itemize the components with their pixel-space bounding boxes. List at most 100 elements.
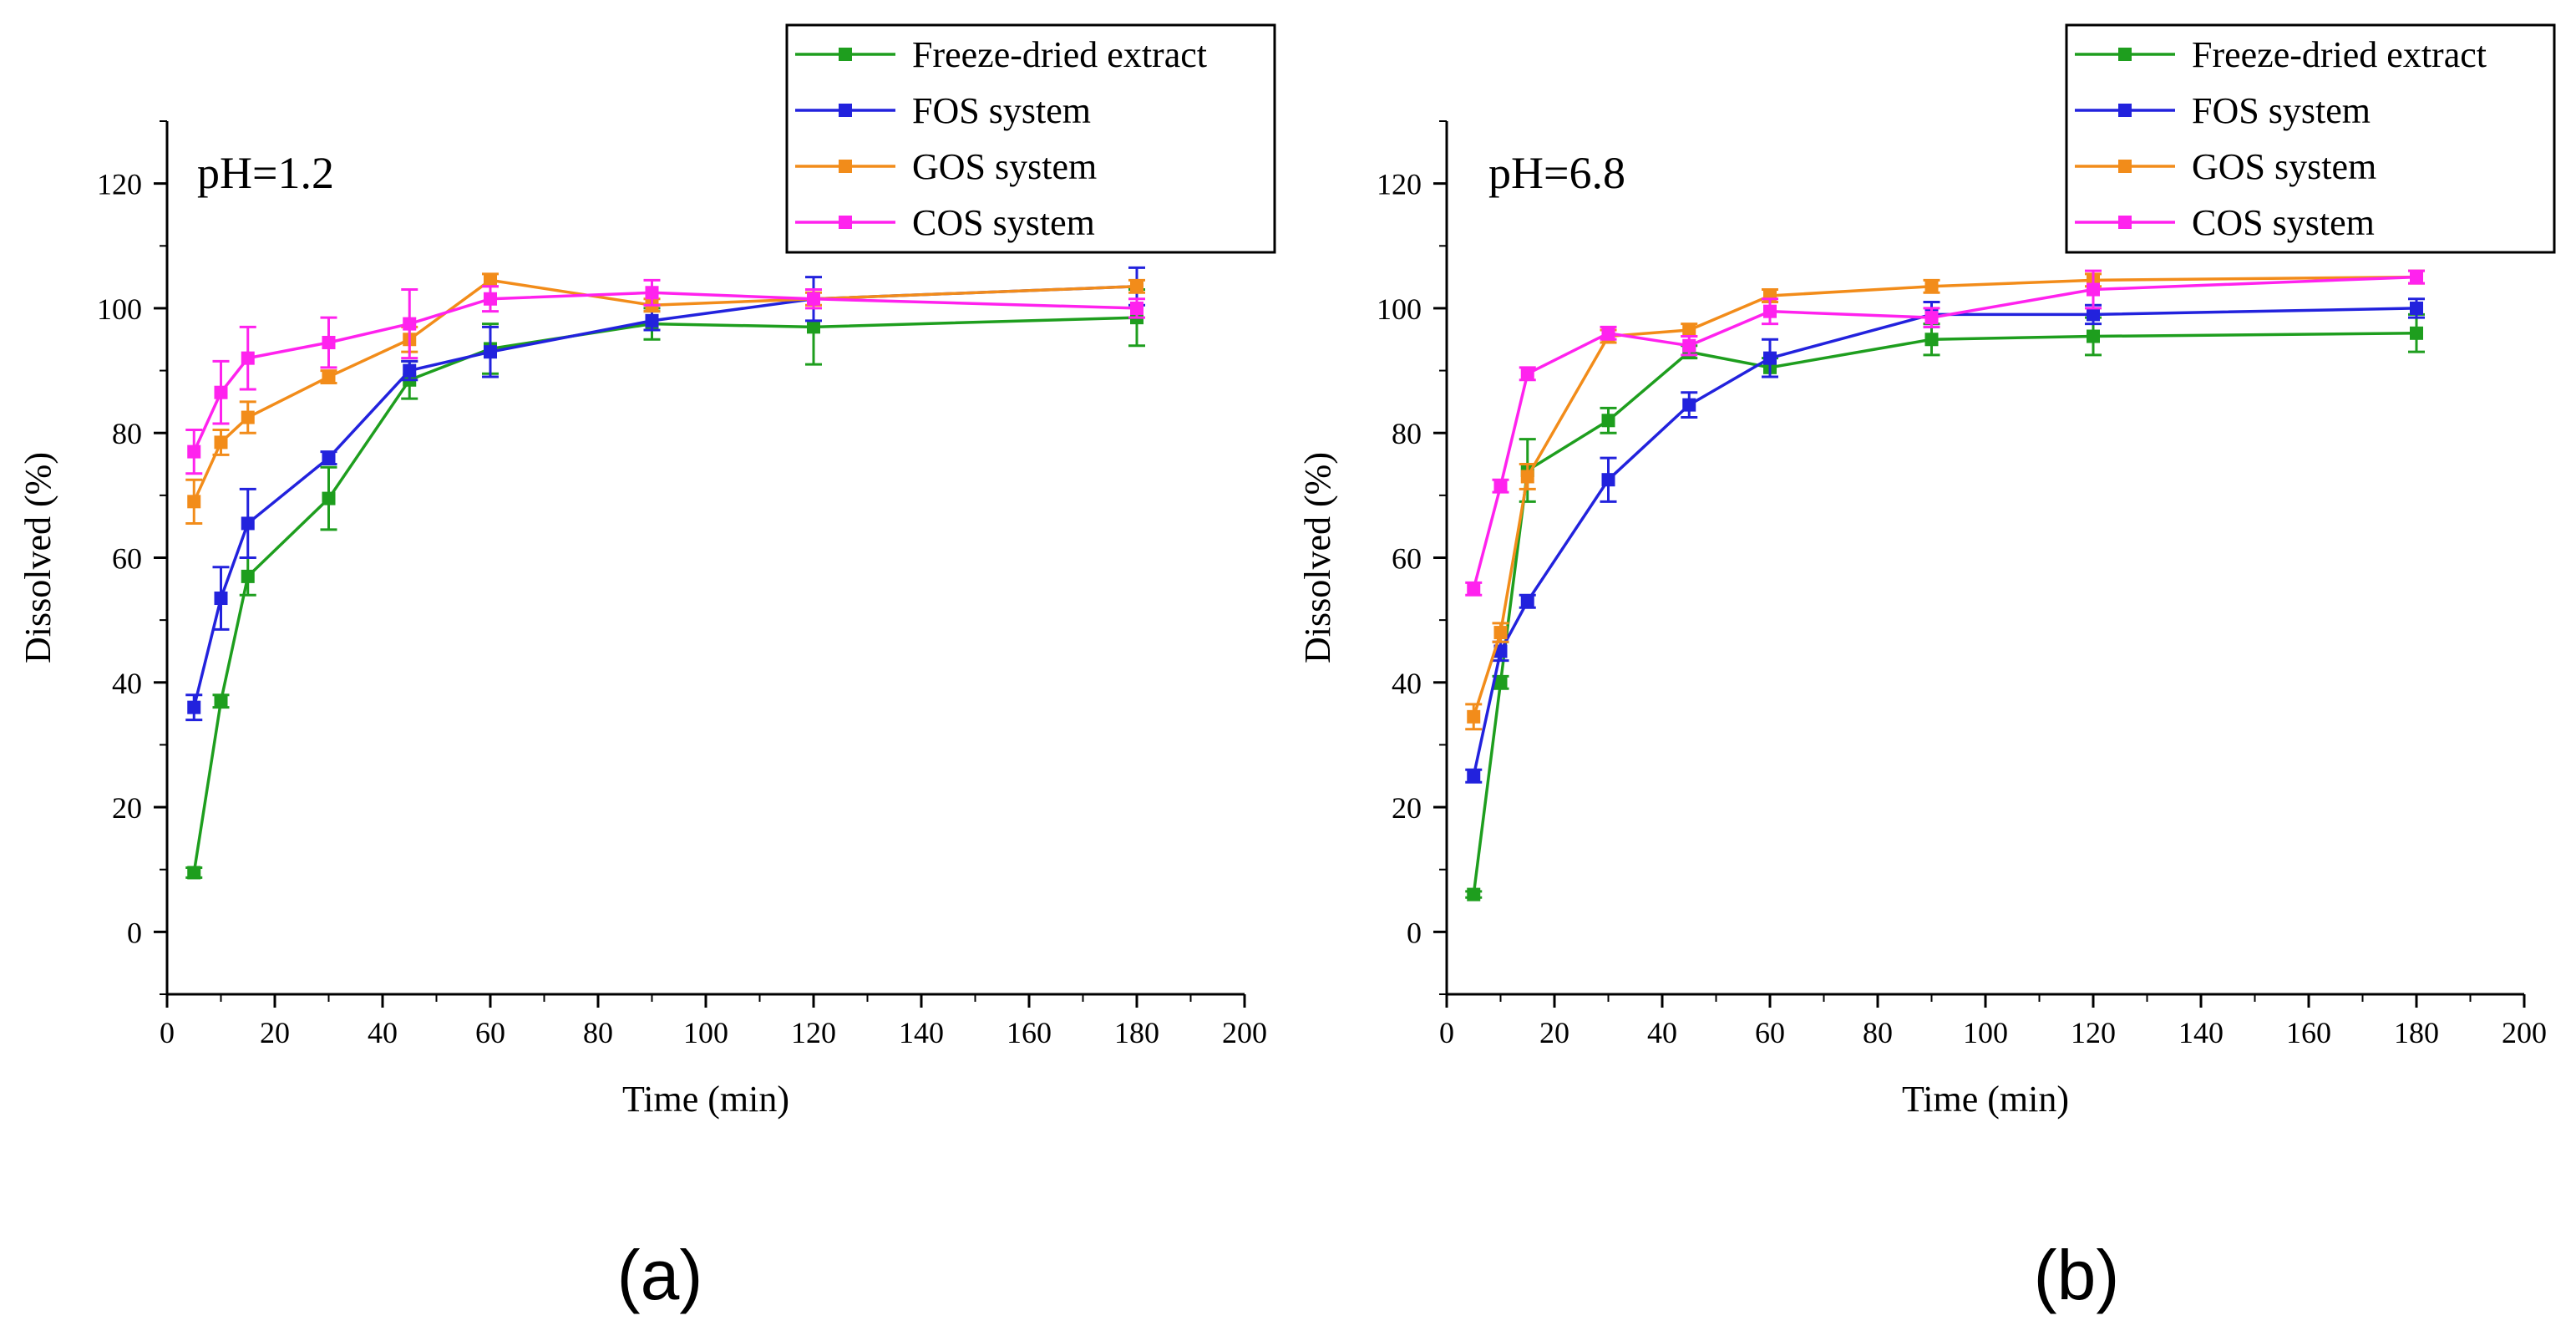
y-tick-label: 20 <box>112 791 142 825</box>
series-cos-system <box>185 278 1145 475</box>
panel-label: (a) <box>617 1236 703 1314</box>
data-point <box>484 273 497 287</box>
series-fos-system <box>1465 297 2425 784</box>
legend-item-fos-system: FOS system <box>795 90 1091 131</box>
data-point <box>1763 351 1777 365</box>
y-tick-label: 60 <box>112 542 142 576</box>
data-point <box>1763 304 1777 318</box>
data-point <box>214 694 228 709</box>
x-tick-label: 80 <box>1863 1016 1893 1049</box>
data-point <box>403 317 417 331</box>
data-point <box>1924 311 1939 325</box>
data-point <box>187 866 201 880</box>
legend-item-gos-system: GOS system <box>795 146 1097 187</box>
x-tick-label: 100 <box>683 1016 728 1049</box>
legend-marker <box>2118 216 2132 229</box>
y-tick-label: 100 <box>1377 292 1422 326</box>
x-tick-label: 80 <box>583 1016 613 1049</box>
data-point <box>214 435 228 450</box>
legend-item-gos-system: GOS system <box>2075 146 2376 187</box>
legend-box <box>2065 23 2556 254</box>
y-tick-label: 100 <box>97 292 142 326</box>
data-point <box>1493 675 1508 689</box>
data-point <box>484 345 497 359</box>
data-point <box>1601 326 1615 340</box>
legend-box <box>785 23 1276 254</box>
x-tick-label: 180 <box>2394 1016 2439 1049</box>
y-tick-label: 60 <box>1392 542 1422 576</box>
data-point <box>1520 594 1534 608</box>
data-point <box>2087 307 2100 322</box>
x-tick-label: 60 <box>475 1016 505 1049</box>
legend-label: Freeze-dried extract <box>2192 34 2487 75</box>
x-tick-label: 140 <box>2178 1016 2224 1049</box>
panel-b: 0 20 40 60 80 100 120 140 160 180 200 0 20 40 60 80 100 1… <box>1297 23 2556 1314</box>
legend-label: COS system <box>912 202 1095 243</box>
data-point <box>2410 301 2423 315</box>
y-tick-label: 20 <box>1392 791 1422 825</box>
data-point <box>1467 887 1481 902</box>
data-point <box>322 451 336 465</box>
x-tick-label: 160 <box>2286 1016 2331 1049</box>
legend-marker <box>839 104 852 117</box>
series-freeze-dried-extract <box>1465 312 2425 902</box>
x-tick-label: 20 <box>260 1016 290 1049</box>
legend-label: GOS system <box>2192 146 2376 187</box>
y-tick-label: 120 <box>97 168 142 201</box>
data-point <box>322 370 336 384</box>
series-line <box>192 285 1138 709</box>
data-point <box>1924 333 1939 347</box>
series-line <box>192 316 1138 873</box>
x-axis-title: Time (min) <box>1902 1079 2069 1120</box>
panel-a: 0 20 40 60 80 100 120 140 160 180 200 0 20 40 60 80 100 1… <box>18 23 1276 1314</box>
data-point <box>241 569 255 583</box>
x-tick-label: 0 <box>1439 1016 1454 1049</box>
x-tick-label: 140 <box>899 1016 944 1049</box>
series-cos-system <box>1465 269 2425 597</box>
data-point <box>484 292 497 306</box>
data-point <box>1682 398 1696 412</box>
legend-marker <box>2118 160 2132 173</box>
x-tick-label: 40 <box>1647 1016 1677 1049</box>
data-point <box>1467 709 1481 724</box>
legend-marker <box>839 216 852 229</box>
data-point <box>1682 338 1696 353</box>
data-point <box>1601 473 1615 487</box>
x-tick-label: 200 <box>2502 1016 2547 1049</box>
data-point <box>807 320 820 334</box>
y-tick-label: 40 <box>112 667 142 700</box>
data-point <box>1493 626 1508 640</box>
ph-annotation: pH=6.8 <box>1488 148 1625 198</box>
x-tick-label: 20 <box>1539 1016 1569 1049</box>
ph-annotation: pH=1.2 <box>197 148 334 198</box>
data-point <box>2410 326 2423 340</box>
data-point <box>1493 479 1508 493</box>
data-point <box>1924 279 1939 293</box>
x-tick-label: 0 <box>160 1016 175 1049</box>
y-axis-title: Dissolved (%) <box>1297 452 1338 663</box>
legend: Freeze-dried extract FOS system GOS system… <box>785 23 1276 254</box>
x-tick-label: 160 <box>1007 1016 1052 1049</box>
data-point <box>645 286 659 300</box>
panel-label: (b) <box>2034 1236 2120 1314</box>
legend-item-cos-system: COS system <box>795 202 1095 243</box>
data-point <box>187 444 201 459</box>
legend-label: FOS system <box>912 90 1091 131</box>
y-axis-title: Dissolved (%) <box>18 452 58 663</box>
legend-item-freeze-dried-extract: Freeze-dried extract <box>2075 34 2487 75</box>
series-line <box>1472 307 2417 777</box>
x-tick-label: 120 <box>791 1016 836 1049</box>
data-point <box>1682 323 1696 338</box>
x-axis-title: Time (min) <box>622 1079 789 1120</box>
x-tick-label: 40 <box>368 1016 398 1049</box>
data-point <box>214 385 228 399</box>
x-tick-label: 200 <box>1222 1016 1267 1049</box>
legend-label: Freeze-dried extract <box>912 34 1207 75</box>
x-tick-label: 60 <box>1755 1016 1785 1049</box>
data-point <box>1467 582 1481 596</box>
data-point <box>322 491 336 505</box>
legend-label: GOS system <box>912 146 1097 187</box>
data-point <box>1493 644 1508 658</box>
data-point <box>2087 282 2100 297</box>
